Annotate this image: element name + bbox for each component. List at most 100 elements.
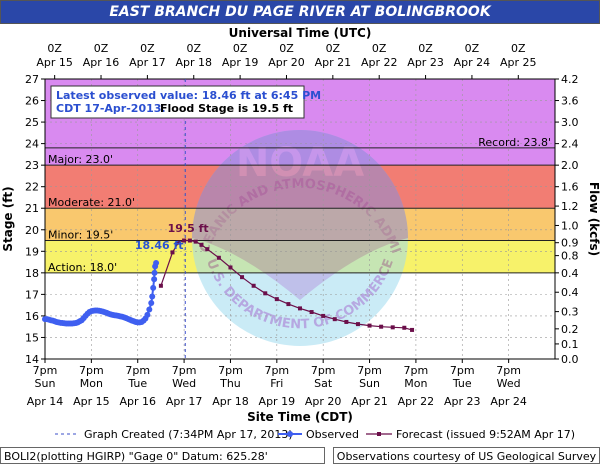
- right-axis-title: Flow (kcfs): [587, 182, 600, 256]
- top-axis-title: Universal Time (UTC): [229, 26, 372, 40]
- value-annotation-1: 19.5 ft: [168, 222, 209, 235]
- forecast-point-21: [367, 323, 372, 328]
- forecast-point-20: [355, 322, 360, 327]
- flow-tick-label-14: 3.6: [561, 95, 579, 108]
- time-tick-hour-6: 7pm: [311, 364, 336, 377]
- flow-tick-label-5: 0.4: [561, 267, 579, 280]
- flow-tick-label-15: 4.2: [561, 73, 579, 86]
- forecast-point-15: [298, 306, 302, 311]
- time-tick-hour-8: 7pm: [404, 364, 429, 377]
- utc-tick-time-4: 0Z: [233, 42, 248, 55]
- datum-footer: BOLI2(plotting HGIRP) "Gage 0" Datum: 62…: [0, 447, 325, 464]
- forecast-point-4: [187, 238, 192, 243]
- utc-tick-date-4: Apr 19: [222, 56, 259, 69]
- utc-tick-date-9: Apr 24: [454, 56, 491, 69]
- flow-tick-label-6: 0.8: [561, 250, 579, 263]
- forecast-point-1: [170, 250, 175, 255]
- flow-tick-label-3: 0.3: [561, 306, 579, 319]
- threshold-label-1: Minor: 19.5': [48, 229, 113, 242]
- time-tick-day-10: Wed: [497, 377, 521, 390]
- utc-tick-time-9: 0Z: [465, 42, 480, 55]
- threshold-label-0: Action: 18.0': [48, 261, 117, 274]
- forecast-point-12: [263, 291, 268, 296]
- forecast-point-13: [274, 297, 279, 302]
- plot-frame: [44, 78, 556, 360]
- stage-tick-label-1: 15: [25, 331, 39, 344]
- chart-title: EAST BRANCH DU PAGE RIVER AT BOLINGBROOK: [0, 0, 600, 24]
- credits-footer: Observations courtesy of US Geological S…: [333, 447, 600, 464]
- time-tick-date-0: Apr 14: [27, 395, 64, 408]
- time-tick-day-1: Mon: [80, 377, 103, 390]
- flow-tick-label-0: 0.0: [561, 353, 579, 366]
- time-tick-date-7: Apr 21: [351, 395, 388, 408]
- time-tick-hour-9: 7pm: [450, 364, 475, 377]
- forecast-point-2: [176, 240, 181, 245]
- forecast-point-7: [205, 247, 210, 252]
- stage-tick-label-2: 16: [25, 310, 39, 323]
- time-tick-day-9: Tue: [452, 377, 472, 390]
- forecast-point-8: [216, 255, 221, 260]
- value-annotation-0: 18.46 ft: [135, 239, 184, 252]
- observed-point-56: [149, 293, 156, 300]
- stage-tick-label-5: 19: [25, 245, 39, 258]
- stage-tick-label-4: 18: [25, 267, 39, 280]
- utc-tick-time-2: 0Z: [140, 42, 155, 55]
- forecast-point-0: [158, 283, 163, 288]
- observed-point-55: [148, 300, 155, 306]
- left-axis-title: Stage (ft): [1, 186, 15, 251]
- stage-tick-label-3: 17: [25, 288, 39, 301]
- chart-svg: NOAANATIONAL OCEANIC AND ATMOSPHERIC ADM…: [0, 0, 600, 441]
- time-tick-date-4: Apr 18: [212, 395, 249, 408]
- time-tick-date-1: Apr 15: [73, 395, 110, 408]
- forecast-point-23: [390, 325, 395, 330]
- forecast-point-24: [402, 325, 407, 330]
- flow-tick-label-10: 1.6: [561, 181, 579, 194]
- stage-tick-label-7: 21: [25, 202, 39, 215]
- observed-point-54: [146, 306, 153, 313]
- time-tick-hour-10: 7pm: [496, 364, 521, 377]
- time-tick-date-9: Apr 23: [444, 395, 481, 408]
- utc-tick-time-10: 0Z: [511, 42, 526, 55]
- forecast-point-14: [286, 302, 291, 307]
- forecast-point-9: [228, 265, 233, 270]
- time-tick-hour-4: 7pm: [218, 364, 243, 377]
- flow-tick-label-7: 0.9: [561, 237, 579, 250]
- time-tick-day-4: Thu: [219, 377, 241, 390]
- forecast-point-19: [344, 319, 349, 324]
- threshold-label-2: Moderate: 21.0': [48, 196, 135, 209]
- time-tick-day-3: Wed: [172, 377, 196, 390]
- stage-tick-label-8: 22: [25, 181, 39, 194]
- time-tick-day-8: Mon: [404, 377, 427, 390]
- utc-tick-date-7: Apr 22: [361, 56, 398, 69]
- time-tick-hour-3: 7pm: [172, 364, 197, 377]
- forecast-point-25: [410, 327, 415, 332]
- utc-tick-date-5: Apr 20: [268, 56, 305, 69]
- time-tick-date-8: Apr 22: [398, 395, 435, 408]
- time-tick-day-7: Sun: [359, 377, 380, 390]
- stage-tick-label-12: 26: [25, 95, 39, 108]
- utc-tick-time-6: 0Z: [326, 42, 341, 55]
- stage-tick-label-6: 20: [25, 224, 39, 237]
- stage-tick-label-0: 14: [25, 353, 39, 366]
- time-tick-date-3: Apr 17: [166, 395, 203, 408]
- forecast-point-22: [379, 324, 384, 329]
- utc-tick-date-8: Apr 23: [407, 56, 444, 69]
- time-tick-date-6: Apr 20: [305, 395, 342, 408]
- time-tick-date-2: Apr 16: [119, 395, 156, 408]
- utc-tick-date-3: Apr 18: [175, 56, 212, 69]
- utc-tick-date-6: Apr 21: [315, 56, 352, 69]
- observed-point-58: [151, 276, 158, 283]
- flow-tick-label-12: 2.4: [561, 138, 579, 151]
- utc-tick-time-1: 0Z: [94, 42, 109, 55]
- utc-tick-date-0: Apr 15: [36, 56, 73, 69]
- time-tick-date-5: Apr 19: [259, 395, 296, 408]
- forecast-point-16: [309, 310, 314, 315]
- forecast-point-5: [193, 239, 198, 244]
- forecast-point-10: [240, 275, 245, 280]
- utc-tick-date-1: Apr 16: [83, 56, 120, 69]
- flow-tick-label-8: 1.0: [561, 219, 579, 232]
- observed-point-59: [151, 269, 158, 276]
- observed-point-53: [144, 311, 151, 318]
- flow-tick-label-9: 1.2: [561, 200, 579, 213]
